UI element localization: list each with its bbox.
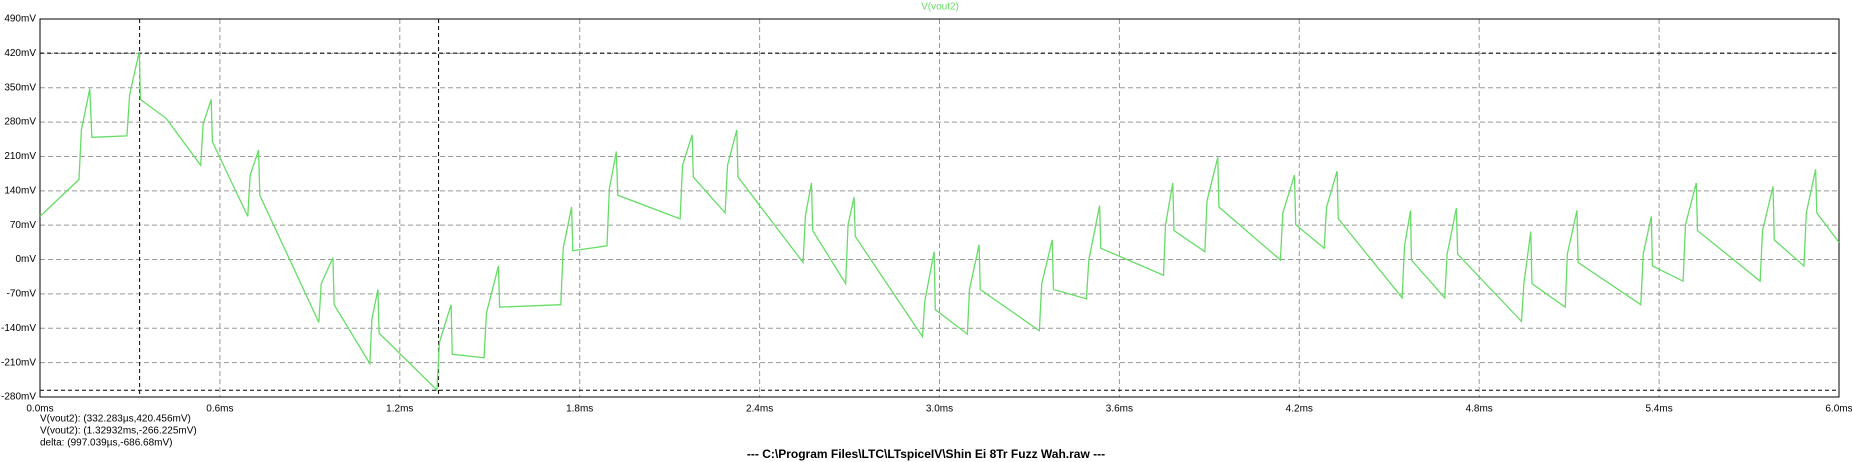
x-tick-label: 6.0ms [1825, 404, 1852, 415]
y-tick-label: 0mV [15, 254, 36, 265]
x-tick-label: 5.4ms [1645, 404, 1672, 415]
y-tick-label: 490mV [4, 14, 36, 25]
y-tick-label: 140mV [4, 185, 36, 196]
y-tick-label: -280mV [1, 392, 36, 403]
file-path: --- C:\Program Files\LTC\LTspiceIV\Shin … [747, 447, 1105, 461]
legend-label: V(vout2) [921, 2, 959, 13]
cursor-delta: delta: (997.039µs,-686.68mV) [40, 438, 173, 449]
plot-frame [39, 18, 1840, 398]
y-tick-label: 280mV [4, 117, 36, 128]
x-tick-label: 4.2ms [1286, 404, 1313, 415]
x-tick-label: 1.2ms [386, 404, 413, 415]
y-tick-label: -140mV [1, 323, 36, 334]
y-tick-label: 210mV [4, 151, 36, 162]
waveform [39, 51, 1840, 392]
x-tick-label: 3.6ms [1106, 404, 1133, 415]
x-tick-label: 0.0ms [26, 404, 53, 415]
x-tick-label: 1.8ms [566, 404, 593, 415]
x-tick-label: 0.6ms [206, 404, 233, 415]
y-tick-label: 420mV [4, 48, 36, 59]
x-tick-label: 2.4ms [746, 404, 773, 415]
y-tick-label: 350mV [4, 82, 36, 93]
cursor-readout: V(vout2): (332.283µs,420.456mV) [40, 414, 191, 425]
x-tick-label: 3.0ms [926, 404, 953, 415]
x-tick-label: 4.8ms [1466, 404, 1493, 415]
cursor-readout: V(vout2): (1.32932ms,-266.225mV) [40, 426, 197, 437]
y-tick-label: -70mV [7, 289, 37, 300]
y-tick-label: -210mV [1, 357, 36, 368]
y-tick-label: 70mV [10, 220, 36, 231]
